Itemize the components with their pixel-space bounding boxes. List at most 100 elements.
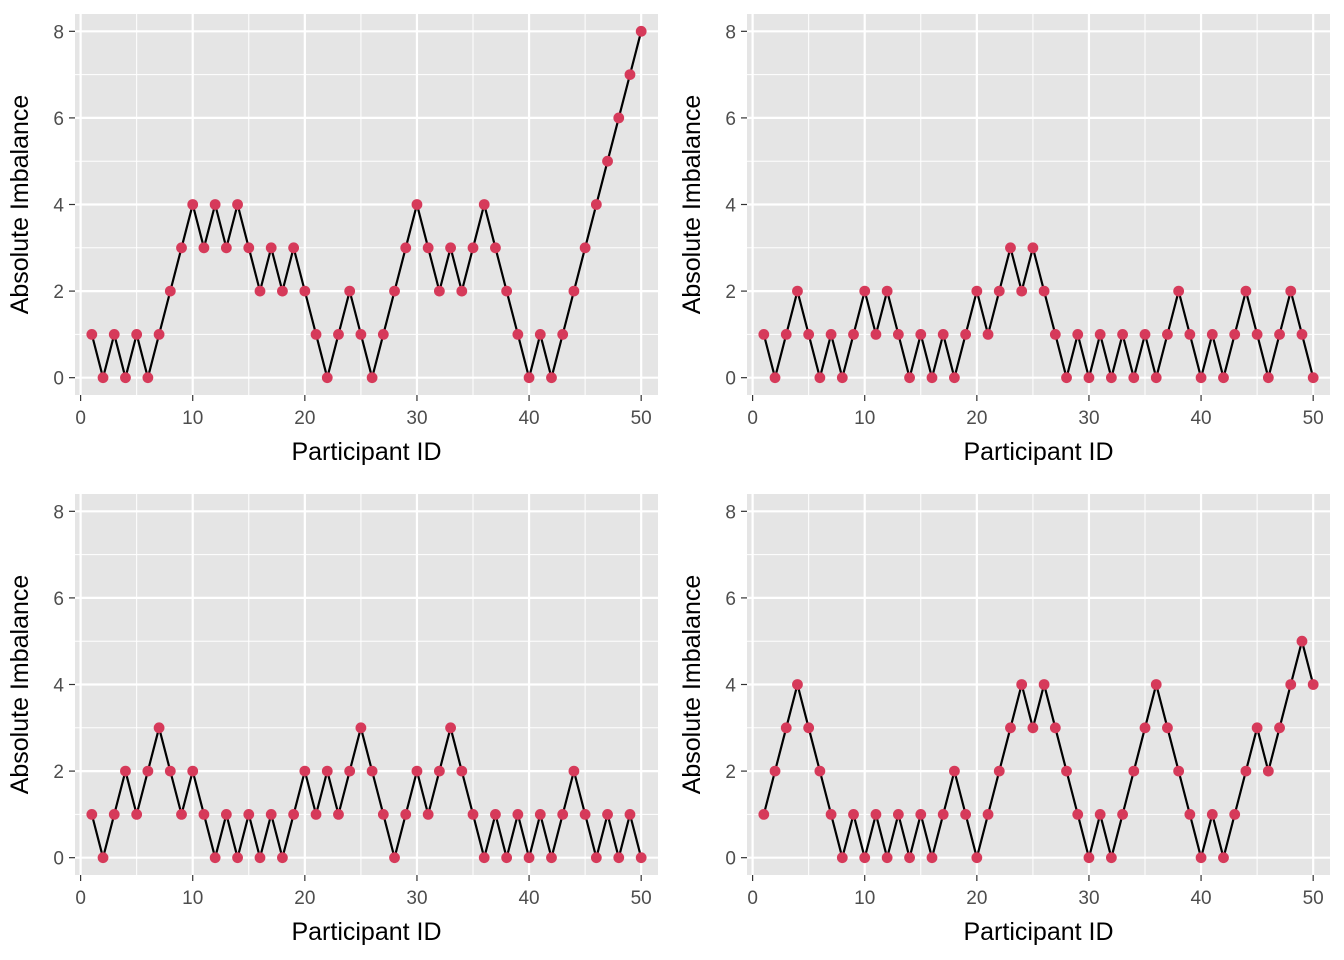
data-point	[557, 328, 569, 340]
data-point	[512, 808, 524, 820]
data-point	[1285, 679, 1297, 690]
data-point	[254, 285, 266, 297]
data-point	[579, 808, 591, 820]
data-point	[1173, 765, 1185, 777]
data-point	[1195, 852, 1207, 864]
data-point	[1274, 328, 1285, 340]
data-point	[635, 852, 647, 864]
data-point	[97, 372, 109, 384]
data-point	[108, 808, 120, 820]
x-axis-title: Participant ID	[291, 438, 441, 466]
y-tick-label: 0	[725, 849, 736, 870]
data-point	[836, 372, 848, 384]
data-point	[445, 242, 456, 254]
data-point	[1094, 328, 1106, 340]
data-point	[433, 285, 445, 297]
data-point	[836, 852, 848, 864]
y-tick-label: 6	[725, 589, 736, 610]
data-point	[1027, 242, 1039, 254]
data-point	[1083, 852, 1095, 864]
data-point	[209, 852, 221, 864]
data-point	[546, 852, 557, 864]
data-point	[490, 808, 501, 820]
data-point	[1139, 722, 1151, 734]
data-point	[344, 285, 356, 297]
x-tick-label: 50	[631, 888, 652, 909]
data-point	[243, 242, 255, 254]
x-tick-label: 10	[854, 888, 875, 909]
data-point	[501, 852, 513, 864]
data-point	[288, 242, 300, 254]
data-point	[769, 372, 781, 384]
data-point	[523, 372, 535, 384]
data-point	[377, 808, 389, 820]
data-point	[321, 372, 333, 384]
series-line	[90, 31, 643, 379]
x-tick-label: 20	[966, 888, 987, 909]
data-point	[769, 765, 781, 777]
data-point	[1285, 285, 1297, 297]
data-point	[859, 285, 871, 297]
data-point	[310, 328, 322, 340]
data-point	[982, 328, 994, 340]
data-point	[310, 808, 322, 820]
data-point	[635, 25, 647, 37]
x-tick-label: 20	[294, 888, 315, 909]
y-tick-label: 4	[725, 196, 736, 217]
x-tick-label: 0	[75, 888, 86, 909]
data-point	[120, 372, 131, 384]
data-point	[814, 372, 826, 384]
data-point	[97, 852, 109, 864]
y-tick-label: 8	[725, 22, 736, 43]
x-tick-label: 30	[406, 408, 427, 429]
data-point	[792, 679, 803, 690]
data-point	[501, 285, 513, 297]
data-point	[344, 765, 356, 777]
data-point	[1162, 328, 1173, 340]
data-point	[1173, 285, 1185, 297]
data-point	[960, 808, 972, 820]
y-tick-label: 2	[53, 762, 64, 783]
x-tick-label: 20	[294, 408, 315, 429]
data-point	[1262, 372, 1274, 384]
x-tick-label: 10	[182, 888, 203, 909]
data-point	[1094, 808, 1106, 820]
data-point	[1061, 765, 1072, 777]
x-tick-label: 30	[406, 888, 427, 909]
data-point	[209, 199, 221, 210]
chart-panel-4: 0 10 20 30 40 50 0 2 4 6 8 Participant ID Absolute I…	[678, 494, 1330, 946]
data-point	[904, 852, 915, 864]
data-point	[1072, 808, 1084, 820]
y-tick-label: 6	[53, 589, 64, 610]
data-point	[568, 285, 580, 297]
x-tick-label: 50	[631, 408, 652, 429]
data-point	[299, 285, 311, 297]
data-point	[277, 285, 288, 297]
data-point	[1049, 722, 1061, 734]
data-point	[1251, 722, 1263, 734]
x-tick-label: 30	[1078, 408, 1099, 429]
data-point	[590, 852, 602, 864]
data-point	[232, 852, 243, 864]
y-tick-label: 8	[53, 502, 64, 523]
data-point	[624, 69, 636, 81]
data-point	[534, 328, 546, 340]
x-tick-label: 40	[518, 888, 539, 909]
data-point	[870, 808, 882, 820]
data-point	[926, 372, 938, 384]
data-point	[803, 722, 815, 734]
data-point	[523, 852, 535, 864]
y-tick-label: 2	[725, 762, 736, 783]
data-point	[613, 112, 625, 124]
data-point	[131, 328, 143, 340]
data-point	[164, 285, 176, 297]
data-point	[602, 155, 613, 167]
data-point	[971, 852, 983, 864]
data-point	[243, 808, 255, 820]
y-axis-title: Absolute Imbalance	[6, 575, 34, 795]
data-point	[758, 328, 770, 340]
data-point	[780, 722, 792, 734]
data-point	[467, 242, 479, 254]
data-point	[1262, 765, 1274, 777]
data-point	[1049, 328, 1061, 340]
